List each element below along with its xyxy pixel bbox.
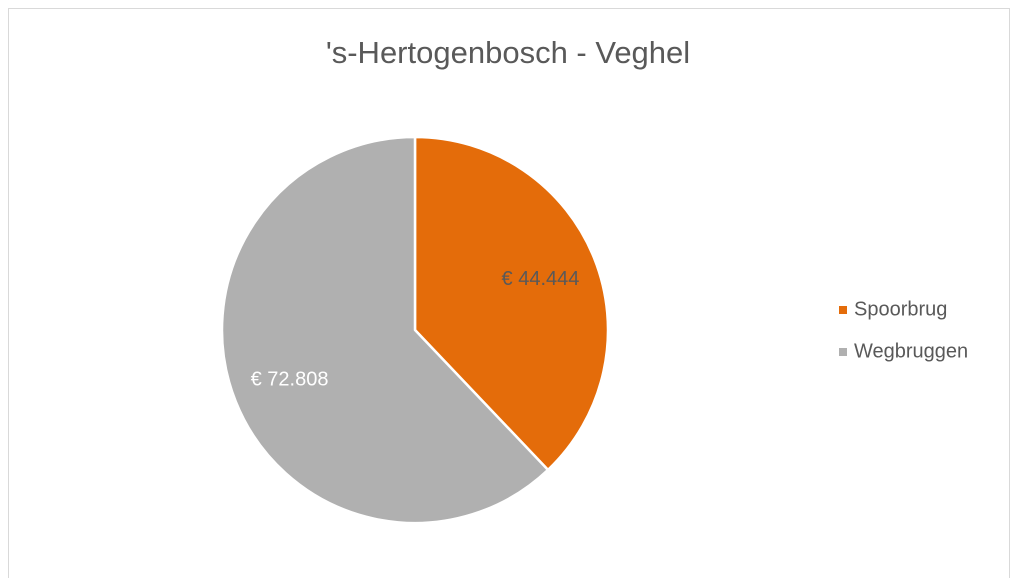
data-label: € 72.808 bbox=[251, 368, 329, 390]
legend-swatch bbox=[839, 306, 847, 314]
chart-border bbox=[8, 8, 1010, 578]
chart-title: 's-Hertogenbosch - Veghel bbox=[326, 35, 690, 70]
data-label: € 44.444 bbox=[502, 268, 580, 290]
legend-label: Spoorbrug bbox=[854, 298, 947, 320]
legend-label: Wegbruggen bbox=[854, 340, 968, 362]
pie-slice bbox=[220, 135, 550, 525]
legend-swatch bbox=[839, 348, 847, 356]
pie-slice bbox=[413, 135, 610, 472]
